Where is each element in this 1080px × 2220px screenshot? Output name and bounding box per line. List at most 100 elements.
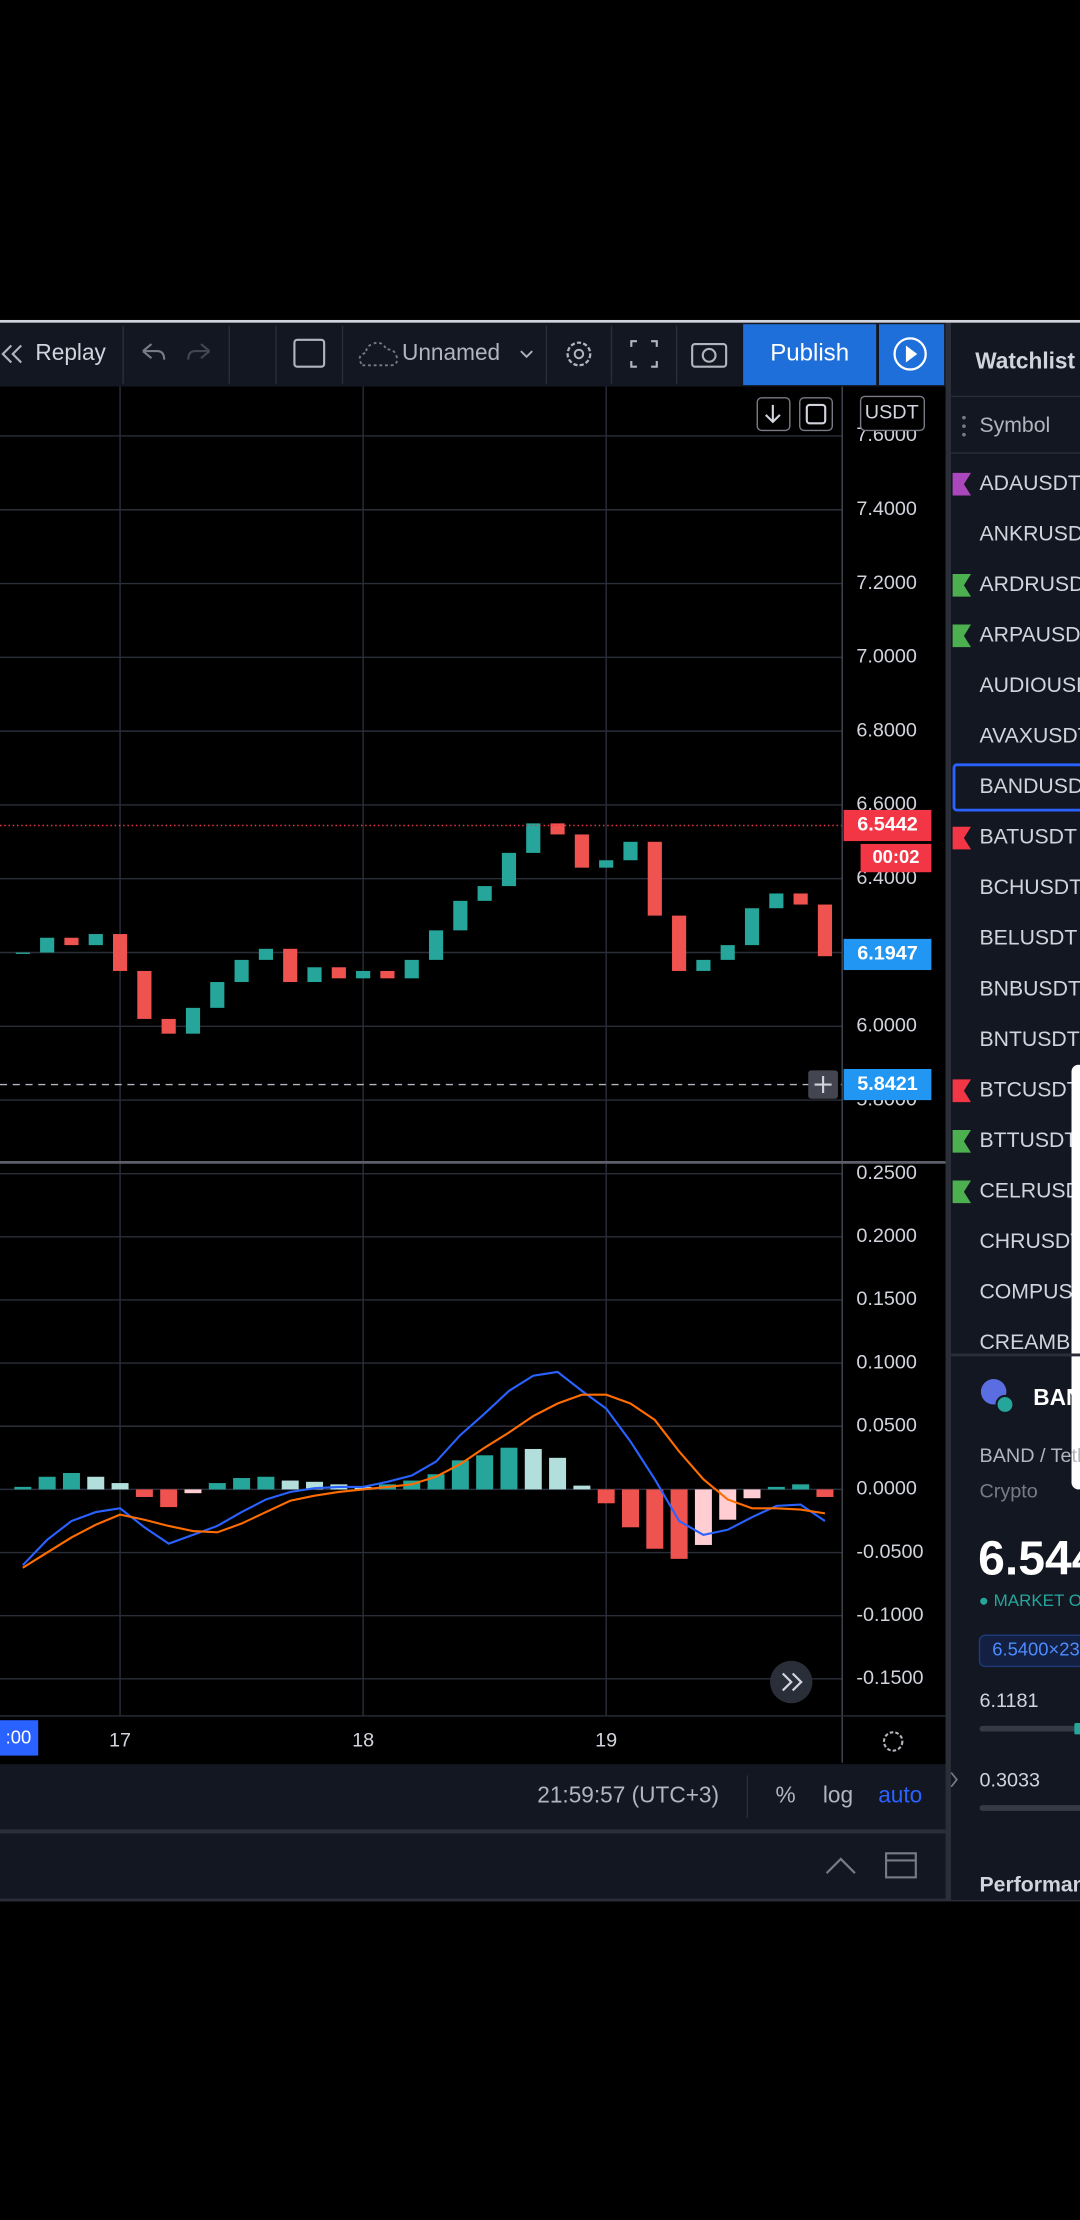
watchlist-symbol[interactable]: BTTUSDT: [980, 1129, 1078, 1152]
histogram-bar: [500, 1447, 518, 1490]
settings-icon[interactable]: [566, 341, 592, 367]
currency-label[interactable]: USDT: [865, 402, 919, 424]
watchlist-symbol[interactable]: BNTUSDT: [980, 1028, 1080, 1051]
watchlist-symbol[interactable]: BELUSDT: [980, 927, 1078, 950]
row-flag: [952, 1079, 972, 1103]
column-menu-icon[interactable]: [962, 415, 966, 437]
price-label: 6.5442: [857, 814, 918, 836]
watchlist-symbol[interactable]: ARPAUSDT: [980, 623, 1080, 646]
watchlist-symbol[interactable]: BATUSDT: [980, 826, 1077, 849]
clock: 21:59:57 (UTC+3): [537, 1782, 719, 1808]
candle: [64, 937, 79, 946]
watchlist-symbol[interactable]: AVAXUSDT: [980, 725, 1080, 748]
layout-chevron[interactable]: [520, 350, 533, 359]
candle: [501, 852, 517, 887]
y-tick-label: 0.1000: [856, 1351, 917, 1373]
panel-expand-icon[interactable]: [825, 1857, 856, 1874]
bid-box: [978, 1634, 1080, 1668]
candle: [623, 841, 638, 861]
fullscreen-icon[interactable]: [630, 340, 658, 368]
axis-settings-icon[interactable]: [882, 1731, 904, 1752]
watchlist-divider: [945, 322, 952, 1901]
panel-window-icon[interactable]: [885, 1852, 917, 1879]
redo-icon[interactable]: [187, 343, 211, 360]
row-flag: [952, 1180, 972, 1204]
candle: [696, 959, 711, 971]
y-tick-label: 0.2000: [856, 1225, 917, 1247]
histogram-bar: [354, 1486, 372, 1490]
layout-name[interactable]: Unnamed: [402, 339, 500, 365]
watchlist-items: ADAUSDT ANKRUSDT ARDRUSDT ARPAUSDT AUDIOUSDT…: [952, 472, 1080, 1354]
candle: [161, 1018, 176, 1034]
details-description: BAND / TetherUS: [980, 1445, 1080, 1467]
status-dot: [980, 1597, 988, 1605]
frame-top: [0, 319, 1080, 323]
row-flag: [952, 826, 972, 850]
watchlist-symbol[interactable]: BNBUSDT: [980, 977, 1080, 1000]
selected-row: [952, 763, 1080, 812]
histogram-bar: [111, 1483, 129, 1490]
histogram-bar: [208, 1483, 226, 1490]
details-price: 6.5442: [978, 1531, 1080, 1585]
status-bar: [0, 1764, 946, 1830]
histogram-bar: [87, 1476, 105, 1490]
watchlist-symbol[interactable]: BCHUSDT: [980, 876, 1080, 899]
log-toggle[interactable]: log: [823, 1782, 853, 1808]
replay-button[interactable]: Replay: [35, 339, 106, 365]
popup-edge: [1071, 1064, 1080, 1490]
auto-toggle[interactable]: auto: [878, 1782, 922, 1808]
layout-icon[interactable]: [293, 338, 326, 368]
y-tick-label: 6.4000: [856, 867, 917, 889]
currency-button[interactable]: [859, 395, 926, 432]
replay-icon[interactable]: [1, 344, 22, 364]
chart-area: [0, 386, 946, 1763]
watchlist-symbol[interactable]: ADAUSDT: [980, 472, 1080, 495]
histogram-bar: [476, 1455, 494, 1490]
y-tick-label: 0.2500: [856, 1162, 917, 1184]
watchlist-symbol[interactable]: CELRUSDT: [980, 1179, 1080, 1202]
maximize-button[interactable]: [799, 397, 834, 432]
watchlist-symbol[interactable]: AUDIOUSDT: [980, 674, 1080, 697]
histogram-bar: [767, 1486, 785, 1490]
histogram-bar: [816, 1489, 834, 1497]
watchlist-symbol[interactable]: BANDUSDT: [980, 775, 1080, 798]
watchlist-symbol[interactable]: ARDRUSDT: [980, 573, 1080, 596]
watchlist-symbol[interactable]: BTCUSDT: [980, 1078, 1080, 1101]
price-label: 5.8421: [857, 1073, 918, 1095]
range-marker: [1074, 1723, 1080, 1735]
watchlist-symbol[interactable]: CHRUSDT: [980, 1230, 1080, 1253]
panel-gap: [0, 1829, 946, 1834]
y-tick-label: 0.0500: [856, 1414, 917, 1436]
y-tick-label: 7.4000: [856, 498, 917, 520]
candle: [817, 904, 833, 957]
price-label-bg: [843, 809, 932, 842]
histogram-bar: [524, 1448, 542, 1490]
countdown: 00:02: [872, 846, 919, 867]
watchlist-column: Symbol: [980, 414, 1051, 437]
crosshair-add-icon: [814, 1076, 832, 1094]
y-tick-label: -0.1500: [856, 1667, 923, 1689]
histogram-bar: [184, 1489, 202, 1494]
panel-toggle-arrow[interactable]: [950, 1772, 958, 1788]
undo-icon[interactable]: [142, 343, 166, 360]
watchlist-symbol[interactable]: ANKRUSDT: [980, 522, 1080, 545]
snapshot-icon[interactable]: [691, 342, 728, 368]
publish-button-bg[interactable]: [743, 324, 877, 386]
histogram-bar: [233, 1478, 251, 1490]
candle: [15, 952, 30, 954]
percent-toggle[interactable]: %: [776, 1782, 796, 1808]
watchlist-symbol[interactable]: CREAMBUSD: [980, 1331, 1080, 1354]
candle: [574, 834, 589, 868]
change-bar: [979, 1805, 1080, 1811]
watchlist-symbol[interactable]: COMPUSDT: [980, 1281, 1080, 1304]
cloud-icon: [358, 341, 398, 367]
details-status: MARKET OPEN: [994, 1591, 1080, 1610]
label-layer: 5.80006.00006.20006.40006.60006.80007.00…: [109, 424, 932, 1752]
countdown-bg: [860, 843, 932, 873]
publish-button[interactable]: Publish: [770, 339, 849, 366]
candle: [40, 937, 55, 953]
details-change: 0.3033: [980, 1769, 1041, 1791]
histogram-bar: [792, 1484, 810, 1490]
